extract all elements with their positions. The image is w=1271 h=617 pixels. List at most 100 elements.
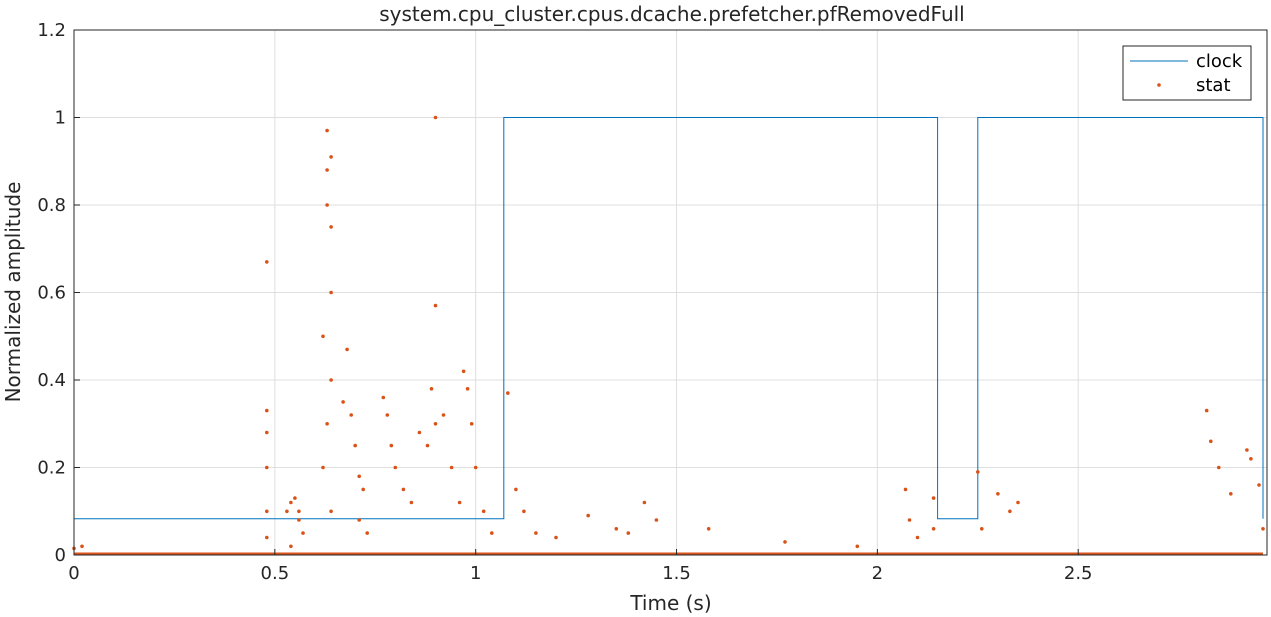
stat-point [976,470,980,474]
stat-point [514,487,518,492]
legend-clock-label: clock [1196,51,1243,72]
y-axis-label: Normalized amplitude [1,182,25,403]
stat-point [642,500,647,505]
stat-point [429,387,434,391]
legend: clock stat [1122,45,1252,101]
stat-point [321,465,325,470]
stat-point [285,509,289,514]
stat-point [357,474,362,479]
y-tick-label: 0 [55,545,66,566]
stat-point [461,369,466,374]
y-tick-label: 1.2 [37,20,66,41]
grid [73,29,1267,556]
y-tick-label: 0.8 [37,195,66,216]
stat-point [381,395,386,400]
stat-point [1016,500,1020,505]
stat-point [321,334,325,339]
stat-point [265,535,269,540]
stat-point [349,413,354,417]
stat-point [325,203,329,207]
stat-point [289,500,293,505]
stat-point [433,422,438,426]
stat-point [706,527,711,531]
stat-point [1209,439,1213,444]
stat-point [329,225,333,229]
stat-point [1257,483,1261,487]
stat-point [433,115,438,120]
stat-point [329,290,333,295]
stat-point [907,518,912,522]
stat-point [481,509,486,514]
y-tick-label: 0.6 [37,283,66,304]
stat-point [265,408,269,413]
stat-point [265,260,269,264]
stat-point [353,443,358,448]
stat-point [490,531,494,535]
stat-point [626,531,631,535]
stat-point [329,509,333,514]
stat-point [586,513,590,518]
stat-point [425,443,430,448]
stat-point [329,155,333,159]
stat-point [441,413,446,417]
stat-point [783,540,787,544]
series-layer [72,115,1265,556]
x-axis-label: Time (s) [629,591,711,615]
tick-labels: 0 0.5 1 1.5 2 2.5 0 0.2 0.4 0.6 0.8 1 1.2 [37,20,1092,584]
stat-point [365,531,370,535]
stat-point [361,487,366,492]
stat-point [522,509,526,514]
stat-point [915,535,920,540]
stat-point [297,509,301,514]
stat-point [385,413,390,417]
stat-point [996,492,1000,496]
legend-stat-label: stat [1196,75,1231,96]
x-tick-label: 2.5 [1064,563,1093,584]
y-tick-label: 0.2 [37,458,66,479]
stat-point [534,531,538,535]
stat-point [401,487,406,492]
stat-point [980,527,984,531]
x-tick-label: 0 [68,563,79,584]
stat-point [409,500,414,505]
stat-point [289,544,293,549]
legend-box [1122,45,1252,101]
stat-point [389,443,394,448]
stat-point [469,422,474,426]
stat-point [449,465,454,470]
stat-point [457,500,462,505]
stat-point [329,378,333,382]
stat-point [417,430,422,435]
stat-point [265,509,269,514]
stat-point [293,496,297,500]
stat-point [345,347,349,352]
y-tick-label: 1 [55,108,66,129]
stat-point [357,518,362,522]
stat-point [1217,465,1221,470]
stat-point [506,391,510,395]
x-tick-label: 2 [872,563,883,584]
clock-series-line [74,117,1264,520]
stat-point [654,518,659,522]
stat-point [265,430,269,435]
stat-point [1008,509,1012,514]
stat-point [1245,448,1249,452]
stat-point [297,518,301,522]
stat-point [1261,527,1265,531]
stat-point [931,527,936,531]
stat-point [433,303,438,308]
stat-point [265,465,269,470]
stat-point [1204,408,1209,413]
stat-point [1249,457,1253,461]
stat-point [325,128,329,133]
chart-title: system.cpu_cluster.cpus.dcache.prefetche… [379,2,964,26]
stat-point [614,527,619,531]
stat-point [80,544,84,549]
stat-point [301,531,305,535]
y-tick-label: 0.4 [37,370,66,391]
legend-stat-swatch [1157,83,1161,87]
stat-point [465,387,470,391]
x-tick-label: 0.5 [261,563,290,584]
stat-point [855,544,860,549]
